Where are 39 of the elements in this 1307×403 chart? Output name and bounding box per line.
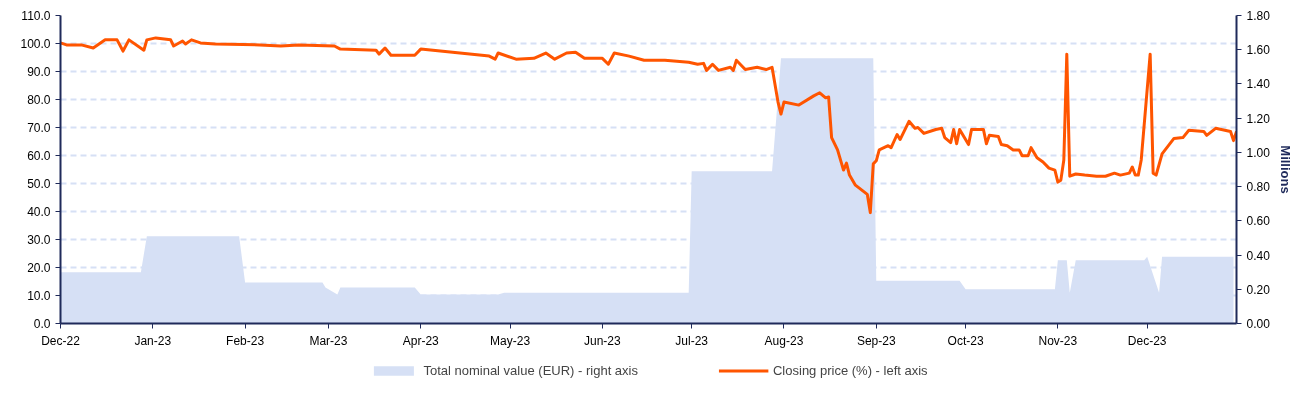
- x-tick-label: Feb-23: [226, 333, 265, 348]
- y-tick-label: 60.0: [27, 149, 51, 163]
- y-tick-label: 50.0: [27, 177, 51, 191]
- y2-tick-label: 1.00: [1246, 145, 1271, 160]
- y-tick-label: 100.0: [20, 37, 51, 51]
- y-tick-label: 80.0: [27, 93, 51, 107]
- x-tick-label: Sep-23: [856, 333, 896, 348]
- y-tick-label: 70.0: [27, 121, 51, 135]
- y-tick-label: 90.0: [27, 65, 51, 79]
- x-tick-label: Dec-23: [1127, 333, 1167, 348]
- x-tick-label: Aug-23: [764, 333, 804, 348]
- y2-tick-label: 1.60: [1246, 43, 1271, 58]
- x-tick-label: Nov-23: [1038, 333, 1078, 348]
- y-tick-label: 10.0: [27, 289, 51, 303]
- line-series: [60, 36, 1237, 215]
- y2-tick-label: 1.40: [1246, 77, 1271, 92]
- x-tick-label: Apr-23: [402, 333, 440, 348]
- x-tick-label: Dec-22: [41, 333, 81, 348]
- y2-tick-label: 0.60: [1246, 214, 1271, 229]
- y2-tick-label: 0.00: [1246, 317, 1271, 331]
- x-tick-label: Mar-23: [309, 333, 348, 348]
- y-tick-label: 30.0: [27, 233, 51, 247]
- x-tick-label: Jul-23: [675, 333, 709, 348]
- y-tick-label: 20.0: [27, 261, 51, 275]
- y2-tick-label: 0.80: [1246, 180, 1271, 195]
- y2-tick-label: 1.20: [1246, 111, 1271, 126]
- y2-tick-label: 0.40: [1246, 248, 1271, 263]
- y-tick-label: 0.0: [33, 317, 51, 331]
- y-tick-label: 40.0: [27, 205, 51, 219]
- x-tick-label: Oct-23: [947, 333, 984, 348]
- y2-axis-title: Millions: [1277, 145, 1293, 194]
- y-tick-label: 110.0: [21, 9, 51, 23]
- y2-tick-label: 1.80: [1246, 9, 1271, 23]
- x-tick-label: Jan-23: [134, 333, 172, 348]
- x-tick-label: Jun-23: [584, 333, 622, 348]
- legend-label: Total nominal value (EUR) - right axis: [423, 362, 638, 378]
- legend-label: Closing price (%) - left axis: [772, 362, 928, 378]
- x-tick-label: May-23: [490, 333, 531, 348]
- y2-tick-label: 0.20: [1246, 282, 1271, 297]
